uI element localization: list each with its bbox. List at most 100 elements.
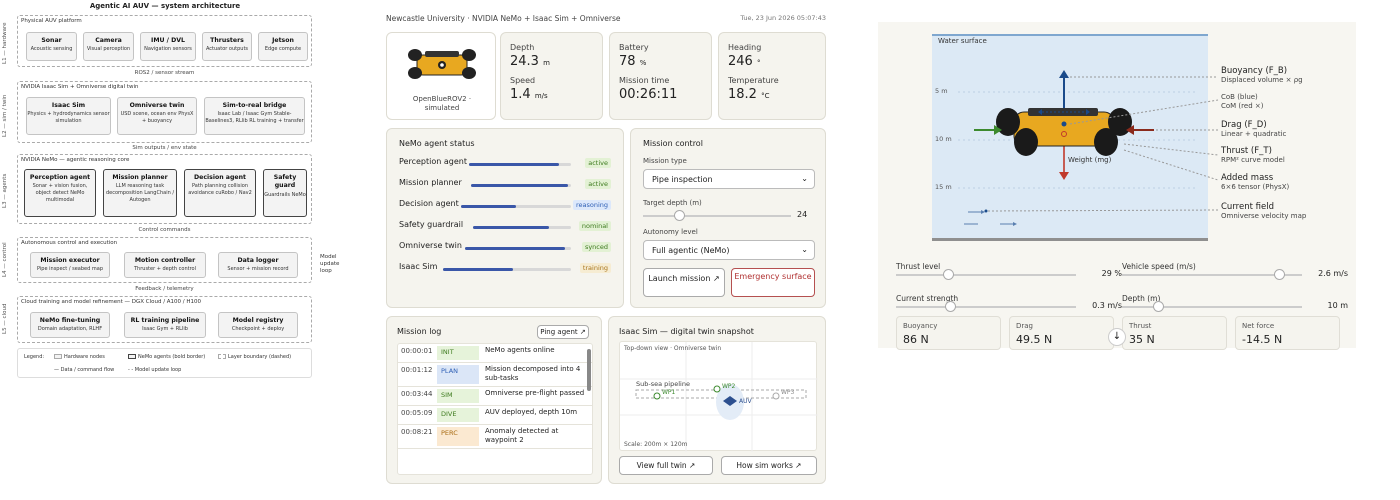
- agent-name: Safety guardrail: [399, 220, 464, 229]
- agent-status-badge: training: [579, 263, 611, 273]
- autonomy-label: Autonomy level: [643, 228, 698, 236]
- node-camera[interactable]: Camera Visual perception: [83, 32, 134, 61]
- emergency-surface-button[interactable]: Emergency surface: [731, 268, 815, 297]
- agent-progress-fill: [471, 184, 568, 187]
- autonomy-select[interactable]: Full agentic (NeMo) ⌄: [643, 240, 815, 260]
- agent-progress-fill: [443, 268, 514, 271]
- node-jetson[interactable]: Jetson Edge compute: [258, 32, 308, 61]
- agent-row[interactable]: Isaac Sim training: [399, 262, 611, 276]
- scroll-down-button[interactable]: ↓: [1108, 328, 1126, 346]
- node-sonar[interactable]: Sonar Acoustic sensing: [26, 32, 77, 61]
- layer-title: NVIDIA Isaac Sim + Omniverse digital twi…: [21, 84, 139, 90]
- force-summary-label: Thrust: [1129, 322, 1152, 330]
- depth-speed-card: Depth 24.3 m Speed 1.4 m/s: [500, 32, 603, 120]
- layer-title: Physical AUV platform: [21, 18, 82, 24]
- log-entry: 00:05:09 DIVE AUV deployed, depth 10m: [397, 406, 593, 425]
- slider-handle[interactable]: [1153, 301, 1164, 312]
- depth-10m-label: 10 m: [935, 135, 952, 143]
- node-decision-agent[interactable]: Decision agent Path planning collision av…: [184, 169, 256, 217]
- twin-map-graphic: [620, 342, 818, 452]
- layer-cloud: Cloud training and model refinement — DG…: [17, 296, 312, 343]
- node-safety-guard[interactable]: Safety guard Guardrails NeMo: [263, 169, 307, 217]
- node-sim-to-real[interactable]: Sim-to-real bridge Isaac Lab / Isaac Gym …: [204, 97, 305, 135]
- layer-title: Cloud training and model refinement — DG…: [21, 299, 202, 305]
- weight-label: Weight (mg): [1068, 156, 1112, 164]
- dashboard-panel: Newcastle University · NVIDIA NeMo + Isa…: [378, 0, 840, 500]
- slider-handle[interactable]: [1273, 269, 1285, 280]
- forces-panel: Water surface 5 m 10 m 15 m: [878, 0, 1400, 500]
- how-sim-works-button[interactable]: How sim works ↗: [721, 456, 817, 475]
- node-perception-agent[interactable]: Perception agent Sonar + vision fusion, o…: [24, 169, 96, 217]
- slider-handle[interactable]: [943, 269, 955, 280]
- twin-scale-label: Scale: 200m × 120m: [624, 441, 688, 448]
- layer-title: Autonomous control and execution: [21, 240, 118, 246]
- agent-progress-fill: [473, 226, 550, 229]
- mission-log-title: Mission log: [397, 327, 442, 336]
- log-entry: 00:08:21 PERC Anomaly detected at waypoint…: [397, 425, 593, 449]
- mission-log-card: Mission log Ping agent ↗ 00:00:01 INIT NeM…: [386, 316, 602, 484]
- node-model-registry[interactable]: Model registry Checkpoint + deploy: [218, 312, 298, 338]
- slider-track[interactable]: [1122, 301, 1302, 312]
- architecture-panel: Agentic AI AUV — system architecture L1 …: [0, 0, 339, 500]
- launch-mission-button[interactable]: Launch mission ↗: [643, 268, 725, 297]
- agent-status-badge: nominal: [578, 221, 611, 231]
- force-summary-card: Thrust 35 N: [1122, 316, 1227, 350]
- mission-type-select[interactable]: Pipe inspection ⌄: [643, 169, 815, 189]
- added-mass-annotation: Added mass 6×6 tensor (PhysX): [1221, 173, 1290, 192]
- agent-row[interactable]: Mission planner active: [399, 178, 611, 192]
- node-data-logger[interactable]: Data logger Sensor + mission record: [218, 252, 298, 278]
- target-depth-slider[interactable]: [643, 210, 791, 221]
- slider-label: Current strength: [896, 294, 959, 303]
- slider-track[interactable]: [1122, 269, 1302, 280]
- log-scrollbar[interactable]: [587, 349, 591, 391]
- legend-boundary: Layer boundary (dashed): [218, 354, 291, 360]
- legend-flow: — Data / command flow: [54, 367, 115, 373]
- header-timestamp: Tue, 23 Jun 2026 05:07:43: [740, 14, 826, 22]
- waypoint-3-label: WP3: [781, 389, 795, 396]
- temperature-value: 18.2 °C: [728, 87, 770, 102]
- node-nemo-finetuning[interactable]: NeMo fine-tuning Domain adaptation, RLHF: [30, 312, 110, 338]
- node-rl-training[interactable]: RL training pipeline Isaac Gym + RLlib: [124, 312, 206, 338]
- model-update-note: Model update loop: [320, 254, 340, 275]
- node-mission-planner[interactable]: Mission planner LLM reasoning task decomp…: [103, 169, 177, 217]
- agent-progress-bar: [465, 247, 571, 250]
- slider-handle[interactable]: [945, 301, 956, 312]
- heading-value: 246 °: [728, 54, 761, 69]
- auv-marker-label: AUV: [739, 398, 752, 405]
- slider-track[interactable]: [896, 301, 1076, 312]
- connector-label: Sim outputs / env state: [132, 145, 197, 151]
- chevron-down-icon: ⌄: [801, 245, 808, 254]
- log-list[interactable]: [397, 343, 593, 475]
- ping-agent-button[interactable]: Ping agent ↗: [537, 325, 589, 339]
- agent-row[interactable]: Safety guardrail nominal: [399, 220, 611, 234]
- force-summary-value: 35 N: [1129, 333, 1155, 346]
- log-tag: PERC: [437, 427, 479, 446]
- node-isaac-sim[interactable]: Isaac Sim Physics + hydrodynamics sensor …: [26, 97, 111, 135]
- view-full-twin-button[interactable]: View full twin ↗: [619, 456, 713, 475]
- slider-track[interactable]: [896, 269, 1076, 280]
- mission-type-label: Mission type: [643, 157, 687, 165]
- node-imu-dvl[interactable]: IMU / DVL Navigation sensors: [140, 32, 196, 61]
- force-summary-label: Net force: [1242, 322, 1275, 330]
- node-thrusters[interactable]: Thrusters Actuator outputs: [202, 32, 252, 61]
- slider-handle[interactable]: [673, 210, 685, 221]
- slider-value: 29 %: [1101, 269, 1122, 278]
- agent-name: Isaac Sim: [399, 262, 438, 271]
- twin-map[interactable]: Top-down view · Omniverse twin Sub-sea p…: [619, 341, 818, 452]
- agent-row[interactable]: Decision agent reasoning: [399, 199, 611, 213]
- force-summary-label: Drag: [1016, 322, 1034, 330]
- waypoint-2-label: WP2: [722, 383, 736, 390]
- node-omniverse-twin[interactable]: Omniverse twin USD scene, ocean env PhysX…: [117, 97, 197, 135]
- agent-status-badge: active: [585, 158, 611, 168]
- agent-row[interactable]: Omniverse twin synced: [399, 241, 611, 255]
- log-entry: 00:01:12 PLAN Mission decomposed into 4 su…: [397, 363, 593, 387]
- log-time: 00:08:21: [401, 428, 433, 436]
- depth-15m-label: 15 m: [935, 183, 952, 191]
- agent-status-badge: active: [585, 179, 611, 189]
- log-entry: 00:03:44 SIM Omniverse pre-flight passed: [397, 387, 593, 406]
- agent-row[interactable]: Perception agent active: [399, 157, 611, 171]
- node-motion-controller[interactable]: Motion controller Thruster + depth contro…: [124, 252, 206, 278]
- legend-title: Legend:: [24, 354, 45, 360]
- slider-value: 0.3 m/s: [1092, 301, 1122, 310]
- node-mission-executor[interactable]: Mission executor Pipe inspect / seabed ma…: [30, 252, 110, 278]
